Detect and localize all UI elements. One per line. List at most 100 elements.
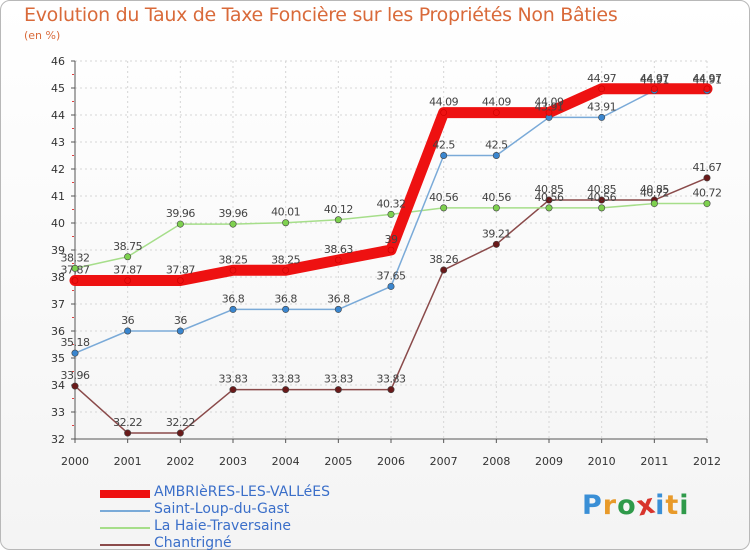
x-tick-label: 2005 bbox=[324, 455, 352, 468]
data-point-2-0 bbox=[71, 264, 79, 272]
data-label-3-12: 41.67 bbox=[693, 161, 722, 174]
data-label-3-2: 32.22 bbox=[166, 416, 195, 429]
data-point-2-12 bbox=[703, 200, 711, 208]
data-point-2-1 bbox=[124, 253, 132, 261]
data-point-1-6 bbox=[387, 282, 395, 290]
data-label-1-8: 42.5 bbox=[485, 139, 508, 152]
data-point-3-3 bbox=[229, 386, 237, 394]
data-label-1-3: 36.8 bbox=[222, 292, 245, 305]
chart-axes: 32 33 34 35 36 37 38 39 40 41 42 43 44 45 46 2000 2001 20… bbox=[51, 55, 721, 468]
data-label-1-1: 36 bbox=[121, 314, 134, 327]
logo-letter: o bbox=[617, 490, 637, 521]
logo-letter: t bbox=[665, 490, 680, 521]
data-point-1-4 bbox=[282, 305, 290, 313]
y-tick-label: 34 bbox=[51, 379, 65, 392]
y-tick-label: 33 bbox=[51, 406, 65, 419]
y-tick-label: 35 bbox=[51, 352, 65, 365]
x-tick-label: 2002 bbox=[166, 455, 194, 468]
data-label-0-11: 44.97 bbox=[640, 72, 669, 85]
data-label-2-12: 40.72 bbox=[693, 187, 722, 200]
data-label-0-3: 38.25 bbox=[219, 253, 248, 266]
data-point-1-7 bbox=[440, 152, 448, 160]
y-tick-label: 44 bbox=[51, 109, 65, 122]
data-label-3-4: 33.83 bbox=[271, 373, 300, 386]
y-tick-label: 37 bbox=[51, 298, 65, 311]
data-point-3-6 bbox=[387, 386, 395, 394]
data-point-0-2 bbox=[177, 277, 184, 284]
chart-unit-label: (en %) bbox=[24, 29, 61, 42]
data-label-0-9: 44.09 bbox=[535, 96, 564, 109]
data-point-1-2 bbox=[176, 327, 184, 335]
logo-letter: P bbox=[582, 490, 603, 521]
x-tick-label: 2004 bbox=[272, 455, 300, 468]
proxiti-logo: Proxiti bbox=[582, 488, 690, 522]
x-tick-label: 2007 bbox=[430, 455, 458, 468]
data-point-3-10 bbox=[598, 196, 606, 204]
legend-swatch-2 bbox=[100, 527, 150, 529]
data-point-0-11 bbox=[651, 85, 658, 93]
legend-swatch-1 bbox=[100, 510, 150, 512]
data-point-2-2 bbox=[176, 220, 184, 228]
data-label-1-12: 44.91 bbox=[693, 73, 722, 86]
legend-label-1: Saint-Loup-du-Gast bbox=[154, 501, 290, 517]
data-label-3-3: 33.83 bbox=[219, 373, 248, 386]
data-label-2-11: 40.72 bbox=[640, 187, 669, 200]
data-label-3-8: 39.21 bbox=[482, 227, 511, 240]
data-label-2-10: 40.56 bbox=[587, 191, 616, 204]
data-label-0-0: 37.87 bbox=[61, 264, 90, 277]
legend-label-0: AMBRIèRES-LES-VALLéES bbox=[154, 484, 330, 500]
data-label-2-3: 39.96 bbox=[219, 207, 248, 220]
data-point-0-7 bbox=[440, 109, 447, 116]
logo-letter: i bbox=[655, 490, 666, 521]
data-point-2-4 bbox=[282, 219, 290, 227]
data-label-3-11: 40.85 bbox=[640, 183, 669, 196]
data-label-0-1: 37.87 bbox=[113, 264, 142, 277]
data-point-0-9 bbox=[545, 109, 553, 116]
data-label-0-2: 37.87 bbox=[166, 264, 195, 277]
data-label-2-7: 40.56 bbox=[429, 191, 458, 204]
y-tick-label: 41 bbox=[51, 190, 65, 203]
data-label-3-9: 40.85 bbox=[535, 183, 564, 196]
chart-points bbox=[71, 85, 711, 437]
data-point-2-10 bbox=[598, 204, 606, 212]
data-point-0-4 bbox=[282, 266, 289, 274]
data-label-0-12: 44.97 bbox=[693, 72, 722, 85]
data-point-0-12 bbox=[703, 85, 711, 93]
data-label-1-0: 35.18 bbox=[61, 336, 90, 349]
y-tick-label: 36 bbox=[51, 325, 65, 338]
logo-letter: r bbox=[602, 490, 618, 521]
data-point-0-1 bbox=[124, 277, 131, 284]
data-label-1-10: 43.91 bbox=[587, 100, 616, 113]
y-tick-label: 45 bbox=[51, 82, 65, 95]
data-point-0-6 bbox=[387, 246, 395, 254]
data-label-1-11: 44.91 bbox=[640, 73, 669, 86]
data-point-2-5 bbox=[334, 216, 342, 224]
data-label-3-6: 33.83 bbox=[377, 373, 406, 386]
data-label-3-1: 32.22 bbox=[113, 416, 142, 429]
legend-swatch-3 bbox=[100, 544, 150, 546]
y-tick-label: 38 bbox=[51, 271, 65, 284]
x-tick-label: 2001 bbox=[114, 455, 142, 468]
data-label-0-10: 44.97 bbox=[587, 72, 616, 85]
chart-data-labels: 37.87 37.87 37.87 38.25 38.25 38.63 39 44.09 44.… bbox=[61, 72, 723, 429]
x-tick-label: 2011 bbox=[640, 455, 668, 468]
data-label-1-7: 42.5 bbox=[432, 139, 455, 152]
data-label-2-6: 40.32 bbox=[377, 197, 406, 210]
x-tick-label: 2006 bbox=[377, 455, 405, 468]
data-point-3-1 bbox=[124, 429, 132, 437]
data-label-1-5: 36.8 bbox=[327, 292, 350, 305]
data-label-3-0: 33.96 bbox=[61, 369, 90, 382]
data-point-3-0 bbox=[71, 382, 79, 390]
logo-letter: i bbox=[679, 490, 690, 521]
data-label-3-10: 40.85 bbox=[587, 183, 616, 196]
data-label-1-6: 37.65 bbox=[377, 269, 406, 282]
data-label-0-7: 44.09 bbox=[429, 96, 458, 109]
data-point-3-2 bbox=[176, 429, 184, 437]
data-point-0-0 bbox=[71, 277, 79, 284]
data-point-1-0 bbox=[71, 349, 79, 357]
data-point-3-5 bbox=[334, 386, 342, 394]
data-label-2-1: 38.75 bbox=[113, 240, 142, 253]
chart-title: Evolution du Taux de Taxe Foncière sur l… bbox=[24, 4, 618, 26]
data-label-1-2: 36 bbox=[174, 314, 187, 327]
